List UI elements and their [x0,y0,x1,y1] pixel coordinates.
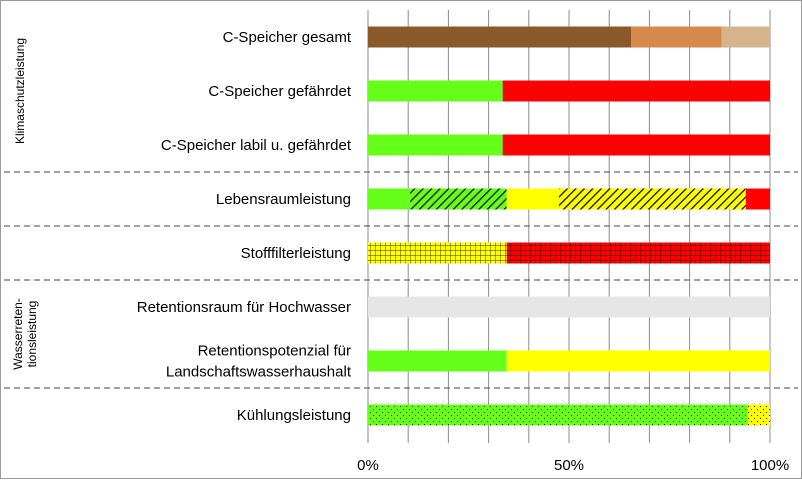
bar-segment-row0-seg1 [631,26,722,48]
bar-segment-row3-seg0 [368,188,411,210]
bar-segment-row6-seg1 [506,350,770,372]
category-label-5: Retentionsraum für Hochwasser [137,299,351,316]
bar-segment-row1-seg0 [368,80,503,102]
bar-segment-row0-seg0 [368,26,632,48]
bar-segment-row3-seg2 [506,188,559,210]
bar-segment-row0-seg2 [721,26,770,48]
x-tick-label-0: 0% [357,457,379,474]
x-axis-ticks: 0% 50% 100% [357,457,789,474]
category-labels: C-Speicher gesamt C-Speicher gefährdet C-S… [137,29,352,424]
bar-pattern-row7-seg0 [368,404,748,426]
x-tick-label-100: 100% [751,457,789,474]
group-label-0: Klimaschutzleistung [13,38,27,144]
bar-segment-row6-seg0 [368,350,507,372]
bar-pattern-row3-seg1 [410,188,507,210]
category-label-4: Stofffilterleistung [241,245,351,262]
category-label-3: Lebensraumleistung [216,191,351,208]
category-label-6: Retentionspotenzial für Landschaftswasser… [166,343,352,381]
category-label-2: C-Speicher labil u. gefährdet [161,137,352,154]
x-tick-label-50: 50% [554,457,584,474]
bar-segment-row1-seg1 [502,80,770,102]
group-labels: Klimaschutzleistung Wasserreten-tionsleis… [11,38,39,370]
bars [368,26,770,426]
bar-pattern-row4-seg1 [506,242,770,264]
category-label-1: C-Speicher gefährdet [208,83,351,100]
bar-segment-row5-seg0 [368,296,770,318]
bar-segment-row2-seg0 [368,134,503,156]
category-label-7: Kühlungsleistung [237,407,351,424]
group-label-3: Wasserreten-tionsleistung [11,298,39,370]
bar-segment-row2-seg1 [502,134,770,156]
bar-segment-row3-seg4 [745,188,770,210]
group-separators [4,171,798,389]
bar-pattern-row3-seg3 [558,188,746,210]
category-label-0: C-Speicher gesamt [223,29,352,46]
bar-pattern-row4-seg0 [368,242,507,264]
bar-pattern-row7-seg1 [747,404,770,426]
